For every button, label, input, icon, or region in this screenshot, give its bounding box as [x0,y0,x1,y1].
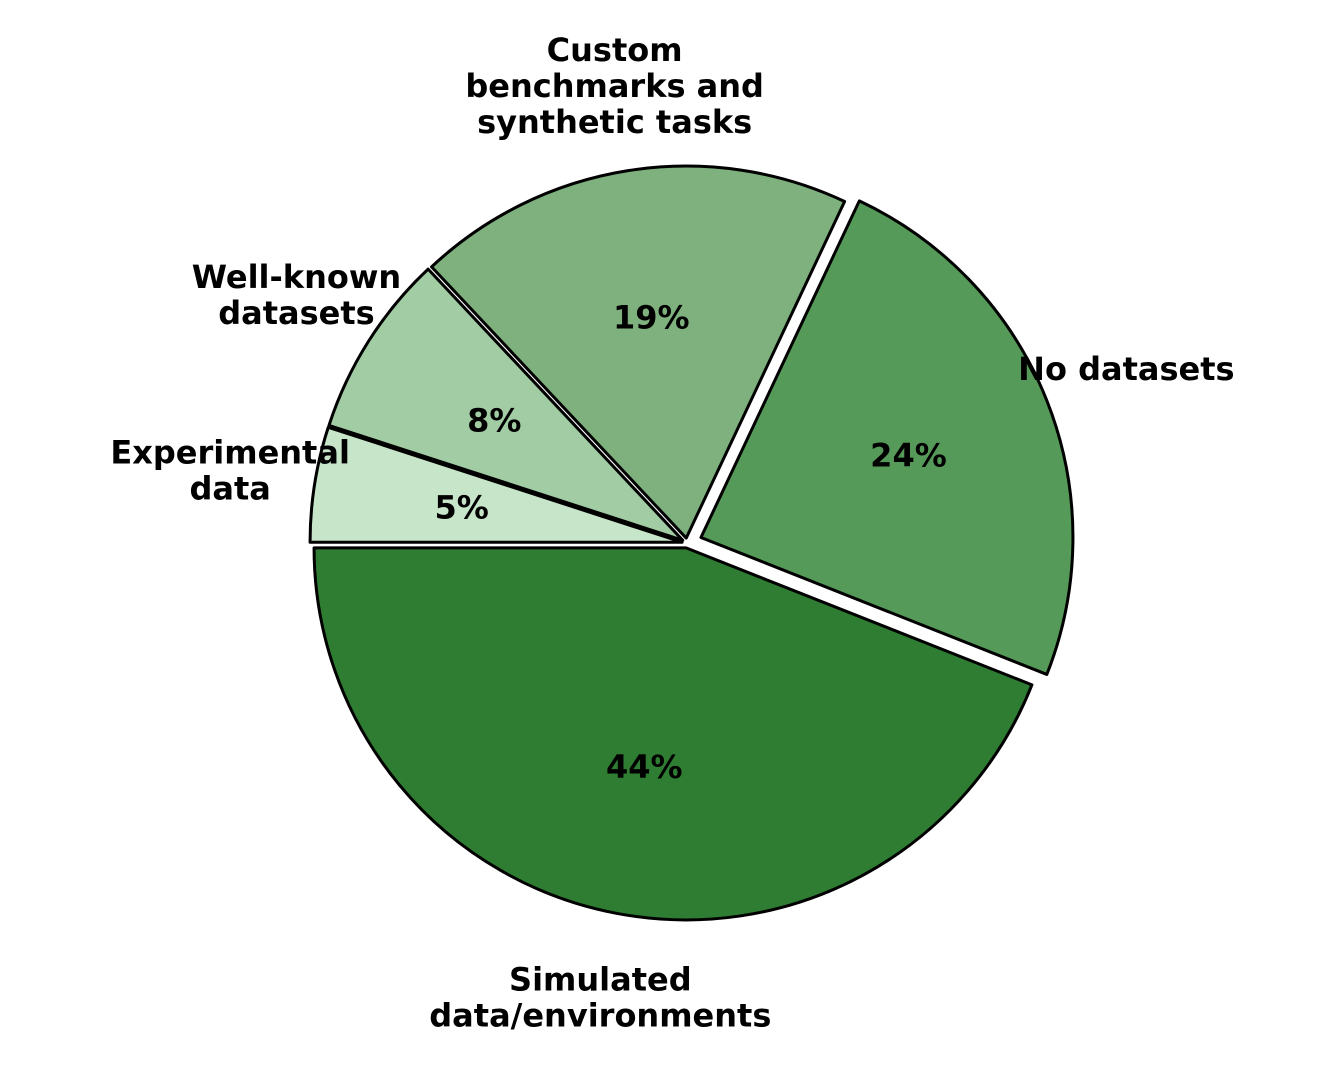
pie-slice [312,546,1034,922]
slice-category-label: No datasets [1018,350,1234,388]
slice-category-label-line: Experimental [110,434,350,472]
slice-percent-label: 24% [870,436,947,474]
pie-slice [308,425,684,544]
slice-category-label-line: benchmarks and [465,67,764,105]
slice-category-label-line: data [189,470,270,508]
slice-category-label: Experimental data [110,434,350,508]
pie-slices [308,164,1075,922]
slice-category-label-line: No datasets [1018,350,1234,388]
slice-percent-label: 44% [606,748,683,786]
slice-percent-label: 8% [467,402,521,440]
slice-category-label-line: Well-known [192,258,401,296]
percent-labels: 44% 24% 19% 8% 5% [434,299,946,787]
slice-category-label-line: datasets [218,294,374,332]
pie-slice [699,199,1075,676]
slice-category-label-line: synthetic tasks [477,103,752,141]
slice-category-label: Well-known datasets [192,258,401,332]
slice-category-label: Simulated data/environments [429,960,771,1034]
slice-category-label-line: Custom [547,31,683,69]
slice-category-label-line: data/environments [429,996,771,1034]
slice-category-label-line: Simulated [509,960,692,998]
slice-percent-label: 5% [434,488,488,526]
pie-slice [327,267,685,542]
slice-percent-label: 19% [613,299,690,337]
pie-slice [430,164,847,540]
slice-category-label: Custom benchmarks and synthetic tasks [465,31,764,141]
category-labels: Simulated data/environments No datasets Cus… [110,31,1234,1034]
